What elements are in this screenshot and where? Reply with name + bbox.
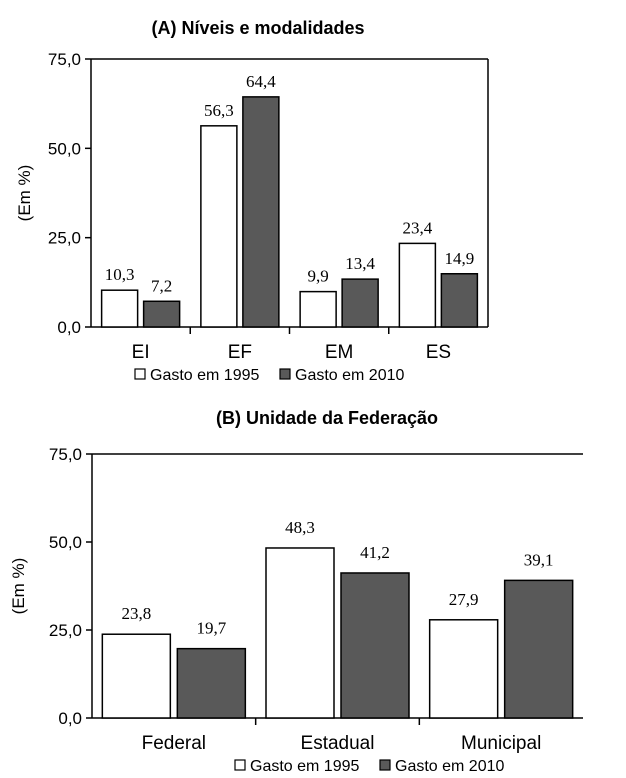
data-label: 23,8 [121,604,151,623]
bar-gasto-1995 [100,289,139,328]
legend-label: Gasto em 1995 [250,758,360,775]
y-axis-label: (Em %) [9,558,28,615]
bar-gasto-1995 [101,633,172,719]
bar-gasto-1995 [265,547,335,719]
y-tick-label: 0,0 [58,709,82,728]
y-axis-label: (Em %) [15,165,34,222]
data-label: 23,4 [403,218,433,237]
category-label: Municipal [461,733,541,754]
legend-swatch-gasto-1995 [134,368,146,380]
bar-gasto-2010 [340,572,410,719]
category-label: EI [132,342,150,363]
bar-gasto-2010 [440,273,479,328]
legend-swatch-gasto-2010 [279,368,291,380]
legend-label: Gasto em 1995 [150,367,260,384]
chart-title: (B) Unidade da Federação [216,408,438,428]
legend-swatch-gasto-1995 [234,759,246,771]
data-label: 64,4 [246,72,276,91]
bar-gasto-1995 [299,290,337,328]
data-label: 13,4 [345,254,375,273]
bar-gasto-2010 [503,579,574,719]
data-label: 10,3 [105,265,135,284]
category-label: Federal [142,733,206,754]
y-tick-label: 50,0 [48,139,81,158]
legend-label: Gasto em 2010 [395,758,505,775]
chart-title: (A) Níveis e modalidades [151,18,364,38]
y-tick-label: 25,0 [48,229,81,248]
y-tick-label: 75,0 [49,445,82,464]
bar-gasto-2010 [142,300,181,328]
y-tick-label: 75,0 [48,50,81,69]
bar-gasto-2010 [176,647,247,719]
category-label: EM [325,342,354,363]
category-label: EF [228,342,252,363]
data-label: 56,3 [204,101,234,120]
y-tick-label: 50,0 [49,533,82,552]
data-label: 41,2 [360,543,390,562]
category-label: Estadual [301,733,375,754]
bar-gasto-1995 [200,125,238,328]
category-label: ES [426,342,451,363]
data-label: 27,9 [449,590,479,609]
data-label: 19,7 [196,619,226,638]
data-label: 48,3 [285,518,315,537]
y-tick-label: 0,0 [57,318,81,337]
bar-gasto-2010 [341,278,379,328]
data-label: 9,9 [308,267,329,286]
data-label: 14,9 [445,249,475,268]
bar-gasto-2010 [242,96,280,328]
y-tick-label: 25,0 [49,621,82,640]
bar-gasto-1995 [428,619,499,719]
bar-gasto-1995 [398,242,437,328]
data-label: 39,1 [524,550,554,569]
data-label: 7,2 [151,276,172,295]
legend-label: Gasto em 2010 [295,367,405,384]
legend-swatch-gasto-2010 [379,759,391,771]
